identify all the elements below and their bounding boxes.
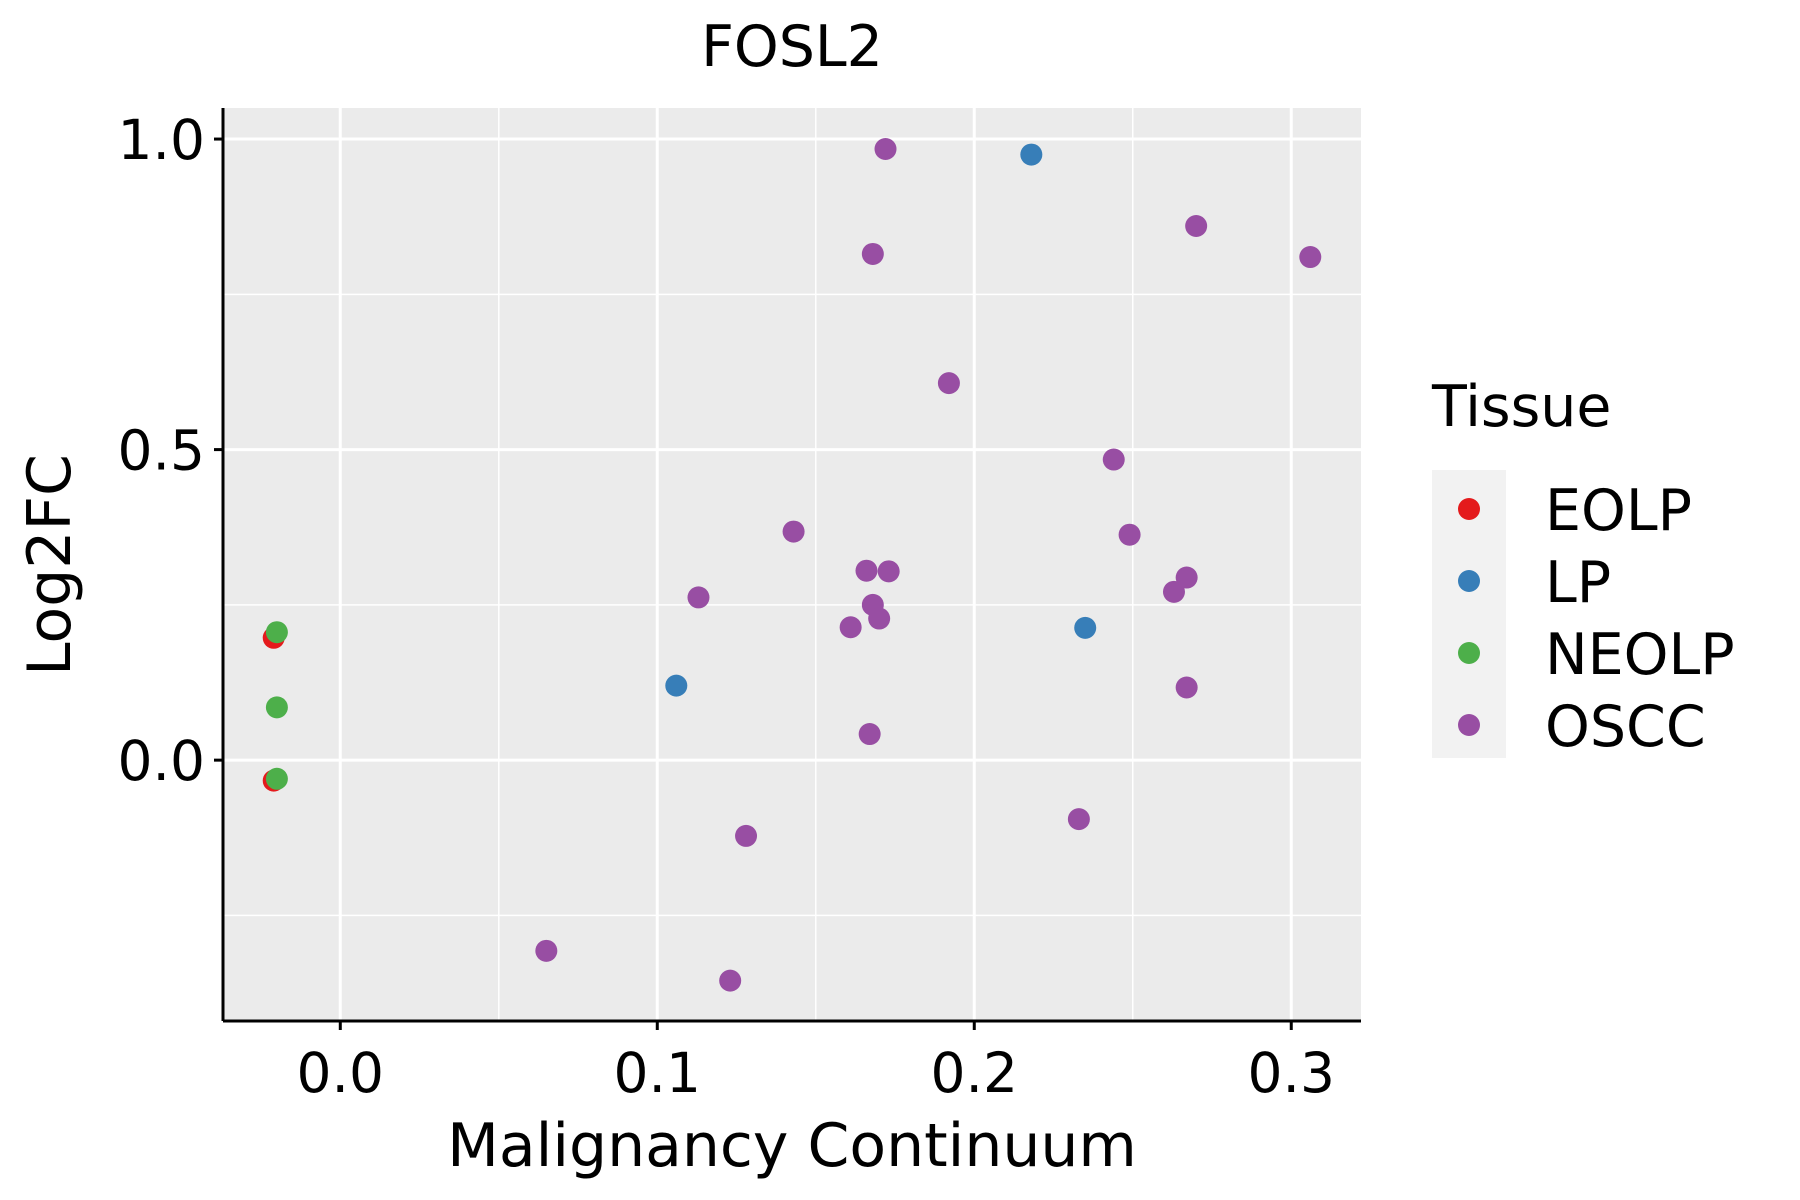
y-tick-label: 0.0 bbox=[118, 729, 205, 793]
legend-label-neolp: NEOLP bbox=[1545, 622, 1735, 688]
legend-key-lp bbox=[1458, 570, 1480, 592]
chart-title: FOSL2 bbox=[701, 14, 883, 80]
data-point-oscc bbox=[1067, 808, 1090, 831]
data-point-oscc bbox=[1118, 523, 1141, 546]
data-point-oscc bbox=[858, 723, 881, 746]
data-point-oscc bbox=[855, 559, 878, 582]
x-axis-title: Malignancy Continuum bbox=[447, 1111, 1137, 1181]
data-point-oscc bbox=[1102, 448, 1125, 471]
x-tick-label: 0.3 bbox=[1248, 1041, 1335, 1105]
data-point-lp bbox=[665, 674, 688, 697]
data-point-lp bbox=[1074, 616, 1097, 639]
legend-key-oscc bbox=[1458, 714, 1480, 736]
data-point-oscc bbox=[782, 520, 805, 543]
x-tick-label: 0.2 bbox=[931, 1041, 1018, 1105]
legend-label-eolp: EOLP bbox=[1545, 478, 1692, 544]
data-point-oscc bbox=[687, 586, 710, 609]
data-point-oscc bbox=[735, 824, 758, 847]
data-point-neolp bbox=[265, 696, 288, 719]
data-point-oscc bbox=[937, 372, 960, 395]
legend-key-neolp bbox=[1458, 642, 1480, 664]
y-tick-label: 1.0 bbox=[118, 108, 205, 172]
plot-panel bbox=[223, 108, 1361, 1021]
data-point-oscc bbox=[1299, 246, 1322, 269]
data-point-oscc bbox=[1185, 215, 1208, 238]
data-point-oscc bbox=[861, 242, 884, 265]
data-point-oscc bbox=[1175, 566, 1198, 589]
data-points bbox=[262, 137, 1322, 992]
data-point-oscc bbox=[874, 137, 897, 160]
x-tick-label: 0.0 bbox=[297, 1041, 384, 1105]
data-point-oscc bbox=[877, 560, 900, 583]
legend-key-eolp bbox=[1458, 498, 1480, 520]
data-point-oscc bbox=[1175, 676, 1198, 699]
data-point-oscc bbox=[868, 607, 891, 630]
grid-lines bbox=[223, 108, 1361, 1021]
data-point-oscc bbox=[1162, 580, 1185, 603]
data-point-neolp bbox=[265, 767, 288, 790]
legend-label-oscc: OSCC bbox=[1545, 694, 1706, 760]
x-axis-ticks: 0.0 0.1 0.2 0.3 bbox=[297, 1021, 1335, 1105]
data-point-neolp bbox=[265, 621, 288, 644]
legend-label-lp: LP bbox=[1545, 550, 1611, 616]
y-axis-ticks: 0.0 0.5 1.0 bbox=[118, 108, 223, 793]
data-point-lp bbox=[1020, 143, 1043, 166]
data-point-oscc bbox=[719, 969, 742, 992]
data-point-oscc bbox=[839, 616, 862, 639]
data-point-oscc bbox=[535, 939, 558, 962]
y-tick-label: 0.5 bbox=[118, 419, 205, 483]
x-tick-label: 0.1 bbox=[614, 1041, 701, 1105]
y-axis-title: Log2FC bbox=[15, 454, 85, 676]
legend-title: Tissue bbox=[1431, 374, 1612, 440]
